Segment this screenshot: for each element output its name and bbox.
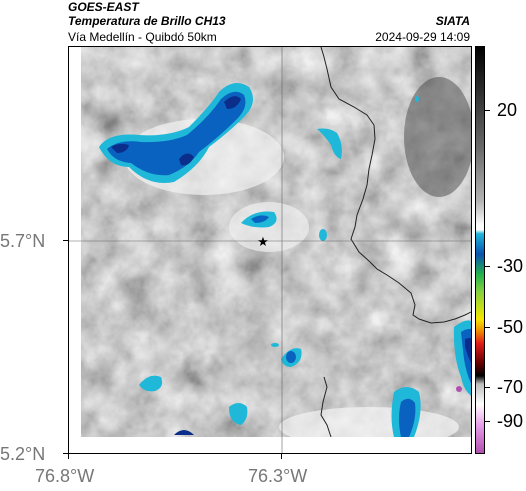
- river-line: [320, 376, 332, 438]
- colorbar-label: -90: [497, 411, 524, 431]
- satellite-map: ★: [68, 46, 472, 454]
- colorbar-label: -30: [497, 256, 524, 276]
- star-icon: ★: [257, 235, 269, 250]
- agency-label: SIATA: [435, 14, 470, 28]
- x-tick-mark: [68, 454, 69, 459]
- x-tick-label: 76.3°W: [248, 466, 308, 486]
- border-line: [320, 47, 471, 324]
- satellite-title: GOES-EAST: [68, 0, 139, 14]
- x-tick-mark: [281, 454, 282, 459]
- x-tick-label: 76.8°W: [35, 466, 95, 486]
- colorbar-label: 20: [497, 100, 518, 120]
- colorbar-tick: [485, 421, 490, 422]
- colorbar-label: -50: [497, 317, 524, 337]
- colorbar-tick: [485, 327, 490, 328]
- y-tick-label: 5.2°N: [0, 444, 46, 464]
- colorbar-tick: [485, 266, 490, 267]
- colorbar-tick: [485, 387, 490, 388]
- convective-cells: [99, 83, 471, 437]
- brightness-temperature-field: ★: [69, 47, 471, 453]
- colorbar-tick: [485, 110, 490, 111]
- y-tick-label: 5.7°N: [0, 231, 46, 251]
- colorbar: [475, 46, 485, 454]
- product-title: Temperatura de Brillo CH13: [68, 14, 226, 28]
- y-tick-mark: [63, 240, 68, 241]
- route-subtitle: Vía Medellín - Quibdó 50km: [68, 30, 217, 44]
- datetime-label: 2024-09-29 14:09: [375, 30, 470, 44]
- y-tick-mark: [63, 453, 68, 454]
- colorbar-label: -70: [497, 377, 524, 397]
